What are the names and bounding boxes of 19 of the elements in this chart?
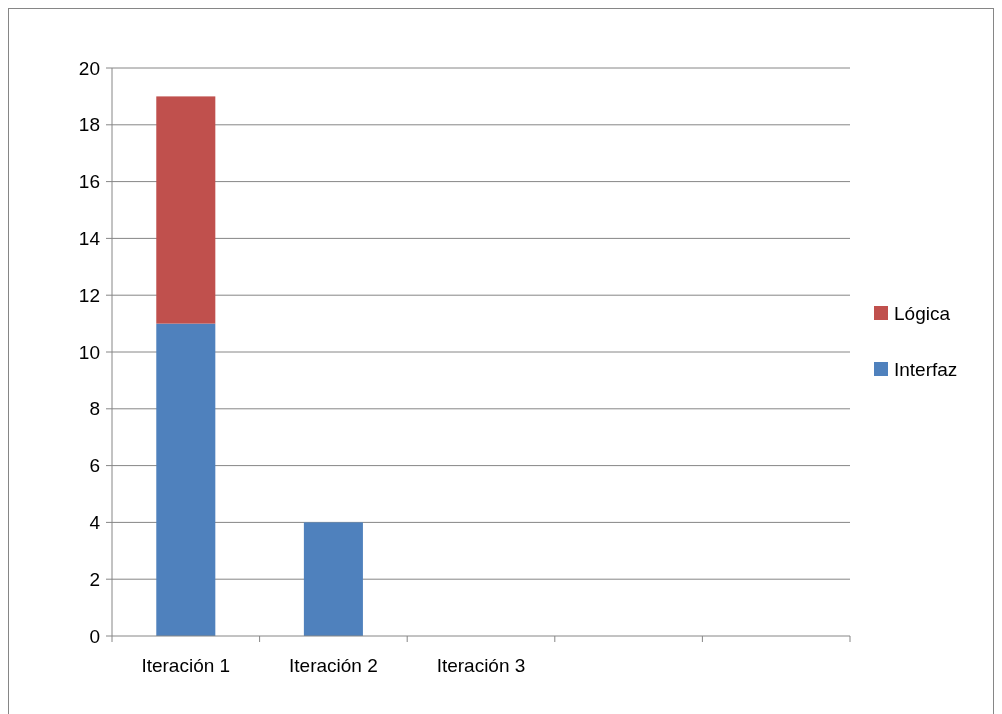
y-tick-label: 18 <box>78 114 100 136</box>
y-tick-label: 0 <box>89 625 100 647</box>
x-tick-label: Iteración 3 <box>436 655 526 676</box>
y-tick-label: 2 <box>89 568 100 590</box>
bar <box>156 323 216 636</box>
bar <box>156 96 216 324</box>
y-tick-label: 16 <box>78 171 100 193</box>
y-tick-label: 14 <box>78 228 101 250</box>
legend-label: Interfaz <box>894 358 958 380</box>
bar <box>303 522 363 636</box>
y-tick-label: 10 <box>78 341 100 363</box>
y-tick-label: 20 <box>78 57 100 79</box>
legend-label: Lógica <box>894 302 951 324</box>
y-tick-label: 8 <box>89 398 100 420</box>
y-tick-label: 4 <box>89 512 101 534</box>
y-tick-label: 6 <box>89 455 100 477</box>
x-tick-label: Iteración 2 <box>289 655 378 676</box>
x-tick-label: Iteración 1 <box>141 655 231 676</box>
y-tick-label: 12 <box>78 284 100 306</box>
